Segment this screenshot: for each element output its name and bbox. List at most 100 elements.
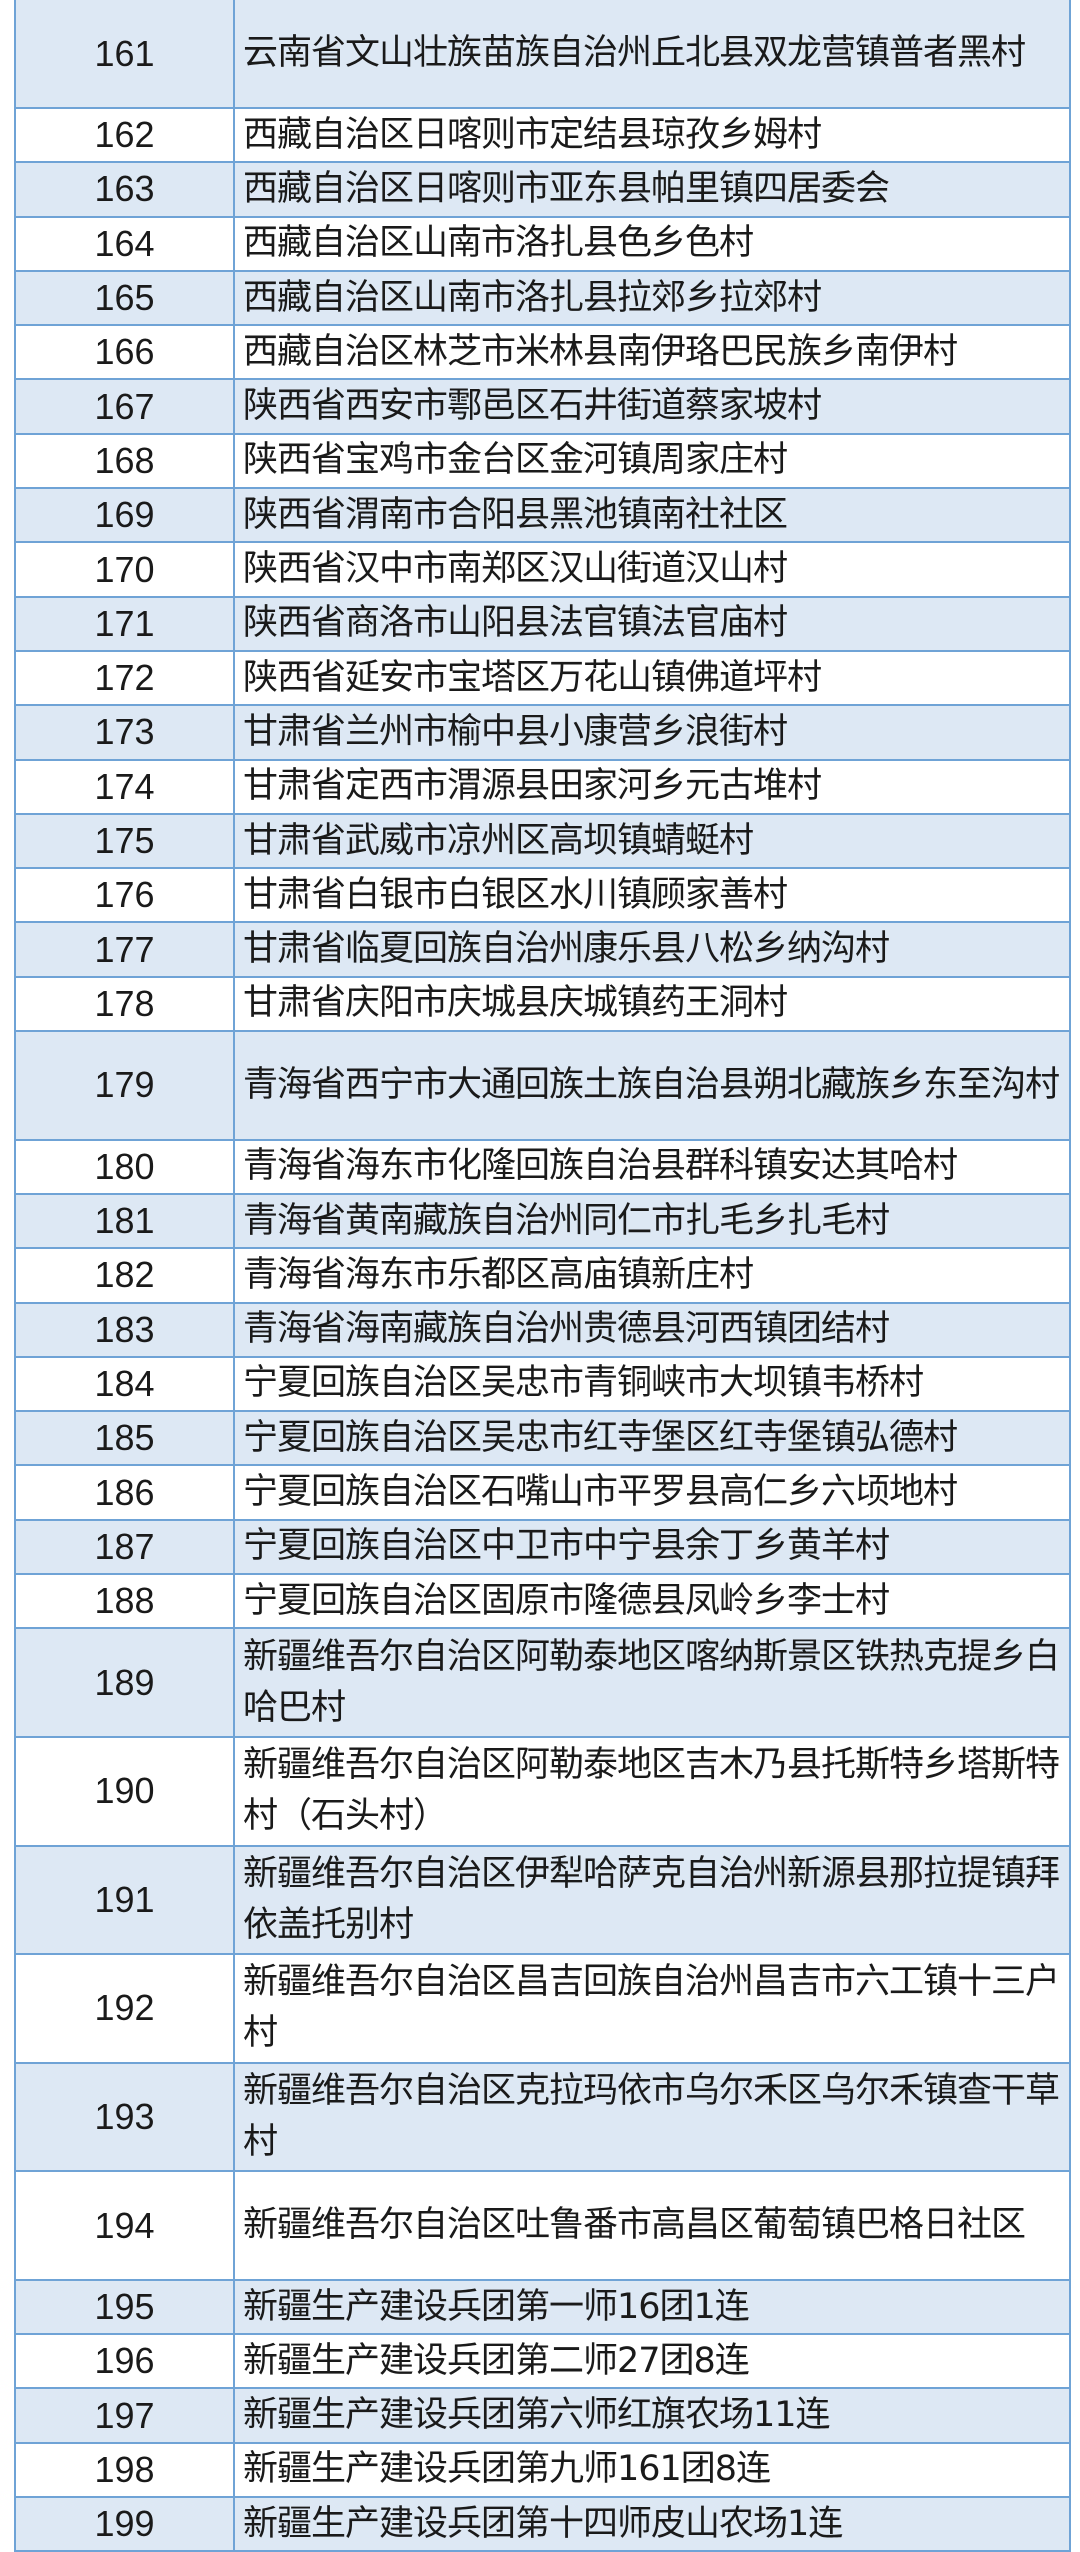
village-name: 甘肃省武威市凉州区高坝镇蜻蜓村 (233, 812, 1071, 870)
table-row: 172 陕西省延安市宝塔区万花山镇佛道坪村 (14, 649, 1071, 707)
row-number: 187 (14, 1518, 235, 1576)
row-number: 190 (14, 1735, 235, 1847)
village-name: 青海省海东市乐都区高庙镇新庄村 (233, 1247, 1071, 1304)
row-number: 166 (14, 324, 235, 381)
table-row: 195 新疆生产建设兵团第一师16团1连 (14, 2278, 1071, 2336)
table-row: 197 新疆生产建设兵团第六师红旗农场11连 (14, 2387, 1071, 2444)
village-name: 甘肃省庆阳市庆城县庆城镇药王洞村 (233, 975, 1071, 1033)
village-name: 陕西省商洛市山阳县法官镇法官庙村 (233, 595, 1071, 652)
villages-table: 161 云南省文山壮族苗族自治州丘北县双龙营镇普者黑村 162 西藏自治区日喀则市定结… (14, 0, 1071, 2552)
row-number: 191 (14, 1844, 235, 1956)
village-name: 宁夏回族自治区石嘴山市平罗县高仁乡六顷地村 (233, 1464, 1071, 1521)
table-row: 193 新疆维吾尔自治区克拉玛依市乌尔禾区乌尔禾镇查干草村 (14, 2061, 1071, 2173)
row-number: 169 (14, 487, 235, 544)
row-number: 199 (14, 2496, 235, 2552)
row-number: 168 (14, 432, 235, 490)
row-number: 180 (14, 1138, 235, 1195)
table-row: 178 甘肃省庆阳市庆城县庆城镇药王洞村 (14, 975, 1071, 1033)
row-number: 185 (14, 1410, 235, 1467)
row-number: 188 (14, 1573, 235, 1630)
village-name: 新疆生产建设兵团第一师16团1连 (233, 2278, 1071, 2336)
table-row: 179 青海省西宁市大通回族土族自治县朔北藏族乡东至沟村 (14, 1030, 1071, 1141)
village-name: 甘肃省定西市渭源县田家河乡元古堆村 (233, 758, 1071, 815)
row-number: 186 (14, 1464, 235, 1521)
row-number: 176 (14, 867, 235, 924)
village-name: 青海省海东市化隆回族自治县群科镇安达其哈村 (233, 1138, 1071, 1195)
table-row: 161 云南省文山壮族苗族自治州丘北县双龙营镇普者黑村 (14, 0, 1071, 109)
village-name: 宁夏回族自治区吴忠市青铜峡市大坝镇韦桥村 (233, 1355, 1071, 1413)
row-number: 197 (14, 2387, 235, 2444)
table-row: 183 青海省海南藏族自治州贵德县河西镇团结村 (14, 1301, 1071, 1358)
village-name: 新疆维吾尔自治区阿勒泰地区吉木乃县托斯特乡塔斯特村（石头村） (233, 1735, 1071, 1847)
row-number: 161 (14, 0, 235, 109)
table-row: 169 陕西省渭南市合阳县黑池镇南社社区 (14, 487, 1071, 544)
table-row: 190 新疆维吾尔自治区阿勒泰地区吉木乃县托斯特乡塔斯特村（石头村） (14, 1735, 1071, 1847)
row-number: 175 (14, 812, 235, 870)
row-number: 179 (14, 1030, 235, 1141)
row-number: 181 (14, 1192, 235, 1250)
table-row: 199 新疆生产建设兵团第十四师皮山农场1连 (14, 2496, 1071, 2552)
table-row: 189 新疆维吾尔自治区阿勒泰地区喀纳斯景区铁热克提乡白哈巴村 (14, 1627, 1071, 1738)
table-row: 192 新疆维吾尔自治区昌吉回族自治州昌吉市六工镇十三户村 (14, 1953, 1071, 2064)
table-row: 188 宁夏回族自治区固原市隆德县凤岭乡李士村 (14, 1573, 1071, 1630)
village-name: 新疆维吾尔自治区克拉玛依市乌尔禾区乌尔禾镇查干草村 (233, 2061, 1071, 2173)
village-name: 新疆维吾尔自治区阿勒泰地区喀纳斯景区铁热克提乡白哈巴村 (233, 1627, 1071, 1738)
table-row: 171 陕西省商洛市山阳县法官镇法官庙村 (14, 595, 1071, 652)
row-number: 198 (14, 2441, 235, 2499)
village-name: 新疆维吾尔自治区吐鲁番市高昌区葡萄镇巴格日社区 (233, 2170, 1071, 2281)
row-number: 177 (14, 921, 235, 978)
village-name: 西藏自治区山南市洛扎县拉郊乡拉郊村 (233, 269, 1071, 327)
village-name: 甘肃省白银市白银区水川镇顾家善村 (233, 867, 1071, 924)
table-row: 187 宁夏回族自治区中卫市中宁县余丁乡黄羊村 (14, 1518, 1071, 1576)
table-row: 173 甘肃省兰州市榆中县小康营乡浪街村 (14, 704, 1071, 761)
row-number: 178 (14, 975, 235, 1033)
village-name: 青海省海南藏族自治州贵德县河西镇团结村 (233, 1301, 1071, 1358)
village-name: 西藏自治区日喀则市亚东县帕里镇四居委会 (233, 161, 1071, 218)
row-number: 182 (14, 1247, 235, 1304)
village-name: 新疆维吾尔自治区伊犁哈萨克自治州新源县那拉提镇拜依盖托别村 (233, 1844, 1071, 1956)
table-row: 164 西藏自治区山南市洛扎县色乡色村 (14, 215, 1071, 272)
table-row: 163 西藏自治区日喀则市亚东县帕里镇四居委会 (14, 161, 1071, 218)
row-number: 189 (14, 1627, 235, 1738)
table-row: 181 青海省黄南藏族自治州同仁市扎毛乡扎毛村 (14, 1192, 1071, 1250)
row-number: 167 (14, 378, 235, 435)
table-row: 165 西藏自治区山南市洛扎县拉郊乡拉郊村 (14, 269, 1071, 327)
table-row: 166 西藏自治区林芝市米林县南伊珞巴民族乡南伊村 (14, 324, 1071, 381)
row-number: 195 (14, 2278, 235, 2336)
table-row: 194 新疆维吾尔自治区吐鲁番市高昌区葡萄镇巴格日社区 (14, 2170, 1071, 2281)
village-name: 新疆维吾尔自治区昌吉回族自治州昌吉市六工镇十三户村 (233, 1953, 1071, 2064)
row-number: 165 (14, 269, 235, 327)
row-number: 170 (14, 541, 235, 598)
table-row: 186 宁夏回族自治区石嘴山市平罗县高仁乡六顷地村 (14, 1464, 1071, 1521)
row-number: 163 (14, 161, 235, 218)
village-name: 甘肃省兰州市榆中县小康营乡浪街村 (233, 704, 1071, 761)
village-name: 陕西省宝鸡市金台区金河镇周家庄村 (233, 432, 1071, 490)
village-name: 西藏自治区林芝市米林县南伊珞巴民族乡南伊村 (233, 324, 1071, 381)
row-number: 192 (14, 1953, 235, 2064)
village-name: 青海省黄南藏族自治州同仁市扎毛乡扎毛村 (233, 1192, 1071, 1250)
village-name: 陕西省汉中市南郑区汉山街道汉山村 (233, 541, 1071, 598)
village-name: 甘肃省临夏回族自治州康乐县八松乡纳沟村 (233, 921, 1071, 978)
table-row: 168 陕西省宝鸡市金台区金河镇周家庄村 (14, 432, 1071, 490)
table-row: 162 西藏自治区日喀则市定结县琼孜乡姆村 (14, 106, 1071, 164)
table-row: 170 陕西省汉中市南郑区汉山街道汉山村 (14, 541, 1071, 598)
row-number: 172 (14, 649, 235, 707)
row-number: 196 (14, 2333, 235, 2390)
row-number: 162 (14, 106, 235, 164)
row-number: 183 (14, 1301, 235, 1358)
table-row: 174 甘肃省定西市渭源县田家河乡元古堆村 (14, 758, 1071, 815)
village-name: 宁夏回族自治区中卫市中宁县余丁乡黄羊村 (233, 1518, 1071, 1576)
village-name: 西藏自治区日喀则市定结县琼孜乡姆村 (233, 106, 1071, 164)
table-row: 198 新疆生产建设兵团第九师161团8连 (14, 2441, 1071, 2499)
village-name: 陕西省渭南市合阳县黑池镇南社社区 (233, 487, 1071, 544)
table-row: 180 青海省海东市化隆回族自治县群科镇安达其哈村 (14, 1138, 1071, 1195)
village-name: 宁夏回族自治区吴忠市红寺堡区红寺堡镇弘德村 (233, 1410, 1071, 1467)
row-number: 174 (14, 758, 235, 815)
village-name: 新疆生产建设兵团第二师27团8连 (233, 2333, 1071, 2390)
table-row: 182 青海省海东市乐都区高庙镇新庄村 (14, 1247, 1071, 1304)
row-number: 164 (14, 215, 235, 272)
village-name: 云南省文山壮族苗族自治州丘北县双龙营镇普者黑村 (233, 0, 1071, 109)
village-name: 西藏自治区山南市洛扎县色乡色村 (233, 215, 1071, 272)
table-row: 177 甘肃省临夏回族自治州康乐县八松乡纳沟村 (14, 921, 1071, 978)
row-number: 171 (14, 595, 235, 652)
